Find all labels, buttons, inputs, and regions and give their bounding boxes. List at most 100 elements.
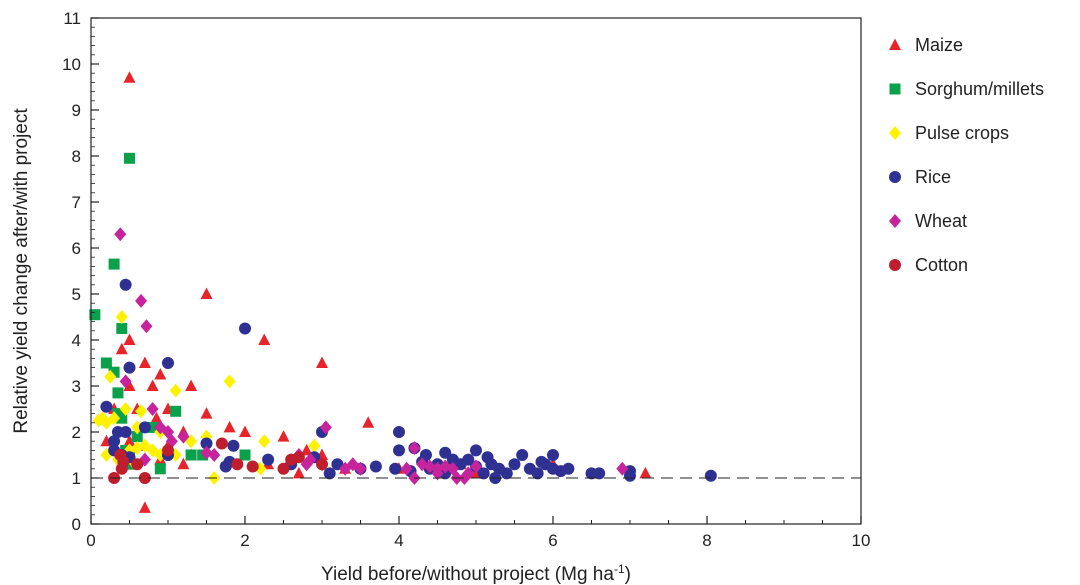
legend-item-wheat: Wheat [889, 211, 967, 231]
wheat-point [114, 227, 127, 242]
wheat-point [431, 466, 444, 481]
rice-point [123, 361, 136, 374]
y-tick-label: 7 [72, 193, 81, 212]
y-tick-label: 6 [72, 239, 81, 258]
y-tick-label: 0 [72, 515, 81, 534]
cotton-point [246, 460, 259, 473]
sorghum-millets-point [100, 357, 112, 369]
rice-point [119, 426, 132, 438]
x-axis-title: Yield before/without project (Mg ha-1) [321, 562, 631, 585]
rice-point [389, 462, 402, 475]
rice-point [419, 449, 432, 461]
legend-marker-sorghum-millets [889, 83, 901, 95]
legend-item-sorghum-millets: Sorghum/millets [889, 79, 1044, 99]
rice-point [470, 444, 482, 457]
rice-point [508, 458, 521, 471]
maize-point [300, 443, 313, 456]
y-tick-label: 11 [63, 9, 81, 28]
sorghum-millets-point [185, 449, 197, 461]
legend-label: Sorghum/millets [915, 79, 1044, 99]
y-axis-title: Relative yield change after/with project [11, 108, 32, 434]
y-tick-label: 2 [72, 423, 81, 442]
legend-marker-maize [889, 38, 901, 50]
pulse-crops-point [104, 369, 117, 384]
rice-point [108, 435, 121, 448]
x-tick-label: 4 [394, 531, 403, 550]
maize-point [146, 379, 159, 391]
rice-point [219, 460, 232, 473]
legend-marker-cotton [889, 259, 901, 271]
sorghum-millets-point [112, 387, 124, 399]
wheat-point [304, 452, 317, 467]
legend-label: Cotton [915, 255, 968, 275]
rice-point [162, 357, 174, 369]
pulse-crops-point [258, 434, 271, 449]
data-points [89, 71, 717, 513]
maize-point [639, 466, 652, 479]
cotton-point [138, 472, 151, 484]
maize-point [258, 333, 271, 345]
x-tick-label: 2 [240, 531, 249, 550]
wheat-point [470, 459, 482, 474]
maize-point [185, 379, 198, 391]
maize-point [123, 333, 136, 345]
pulse-crops-point [92, 413, 105, 428]
maize-point [277, 430, 290, 442]
rice-point [200, 437, 213, 450]
rice-point [323, 467, 336, 480]
rice-point [531, 467, 544, 480]
maize-point [200, 407, 213, 419]
sorghum-millets-point [89, 309, 101, 321]
series-sorghum-millets [89, 152, 251, 475]
pulse-crops-point [135, 404, 148, 419]
wheat-point [146, 402, 159, 416]
wheat-point [462, 466, 475, 481]
sorghum-millets-point [112, 408, 124, 420]
x-tick-label: 8 [702, 531, 711, 550]
rice-point [462, 453, 475, 466]
y-tick-label: 1 [72, 469, 81, 488]
legend: Maize Sorghum/millets Pulse crops Rice Wheat… [889, 35, 1044, 275]
rice-point [624, 469, 636, 482]
maize-point [200, 287, 213, 299]
maize-point [362, 416, 375, 428]
pulse-crops-point [169, 383, 182, 398]
pulse-crops-point [131, 441, 144, 456]
cotton-point [277, 462, 290, 475]
sorghum-millets-point [147, 421, 159, 433]
x-axis-title-superscript: -1 [614, 562, 625, 576]
legend-item-pulse-crops: Pulse crops [889, 123, 1009, 143]
y-tick-label: 10 [62, 55, 81, 74]
pulse-crops-point [308, 438, 321, 453]
sorghum-millets-point [154, 463, 166, 475]
cotton-point [162, 444, 174, 457]
legend-item-maize: Maize [889, 35, 963, 55]
maize-point [138, 356, 151, 368]
cotton-point [115, 462, 128, 475]
maize-point [123, 434, 136, 447]
rice-point [477, 467, 490, 480]
series-cotton [108, 437, 328, 484]
rice-point [593, 467, 606, 480]
maize-point [123, 379, 136, 391]
rice-point [704, 469, 717, 482]
y-tick-label: 9 [72, 101, 81, 120]
x-tick-label: 6 [548, 531, 557, 550]
maize-point [138, 501, 151, 513]
maize-point [292, 466, 305, 479]
cotton-point [231, 458, 244, 471]
legend-marker-wheat [889, 214, 901, 228]
wheat-point [119, 374, 132, 389]
legend-label: Pulse crops [915, 123, 1009, 143]
rice-point [547, 449, 559, 461]
sorghum-millets-point [124, 152, 135, 164]
wheat-point [140, 319, 153, 334]
rice-point [331, 458, 344, 471]
maize-point [316, 356, 328, 368]
maize-point [115, 342, 128, 355]
cotton-point [131, 458, 144, 471]
rice-point [227, 439, 240, 452]
sorghum-millets-point [108, 366, 120, 378]
sorghum-millets-point [108, 258, 120, 270]
rice-point [239, 322, 251, 335]
